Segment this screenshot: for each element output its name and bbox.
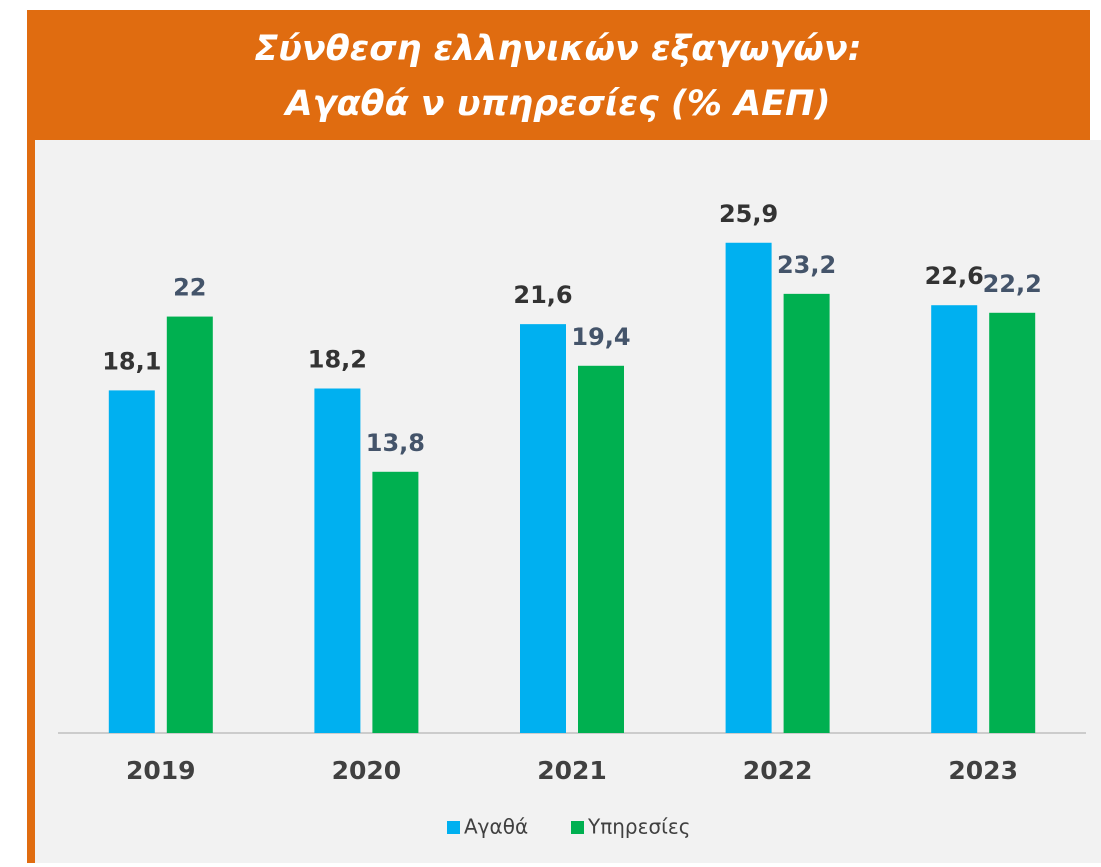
legend-swatch [447,821,460,834]
bar [372,471,419,733]
data-label: 22 [173,274,206,302]
bar [108,390,155,733]
legend-label: Αγαθά [464,815,528,839]
data-label: 19,4 [571,323,630,351]
x-tick-label: 2023 [948,756,1018,785]
x-tick-label: 2021 [537,756,607,785]
data-label: 21,6 [513,281,572,309]
x-tick-label: 2022 [743,756,813,785]
data-label: 18,2 [308,346,367,374]
x-tick-label: 2020 [332,756,402,785]
bar [989,312,1036,733]
data-label: 13,8 [366,429,425,457]
legend-swatch [571,821,584,834]
data-label: 22,6 [925,262,984,290]
bar [578,365,624,733]
title-banner [27,10,1090,140]
side-stripe [27,140,35,863]
bar [725,242,772,733]
data-label: 25,9 [719,200,778,228]
legend-label: Υπηρεσίες [587,815,690,839]
data-label: 18,1 [102,347,161,375]
bar [783,293,830,733]
x-tick-label: 2019 [126,756,196,785]
bar [520,324,566,733]
bar [314,388,361,733]
chart-title: Αγαθά ν υπηρεσίες (% ΑΕΠ) [283,84,831,124]
chart-title: Σύνθεση ελληνικών εξαγωγών: [254,29,861,69]
bar [166,316,213,733]
data-label: 22,2 [983,270,1042,298]
bar [931,305,978,733]
data-label: 23,2 [777,251,836,279]
